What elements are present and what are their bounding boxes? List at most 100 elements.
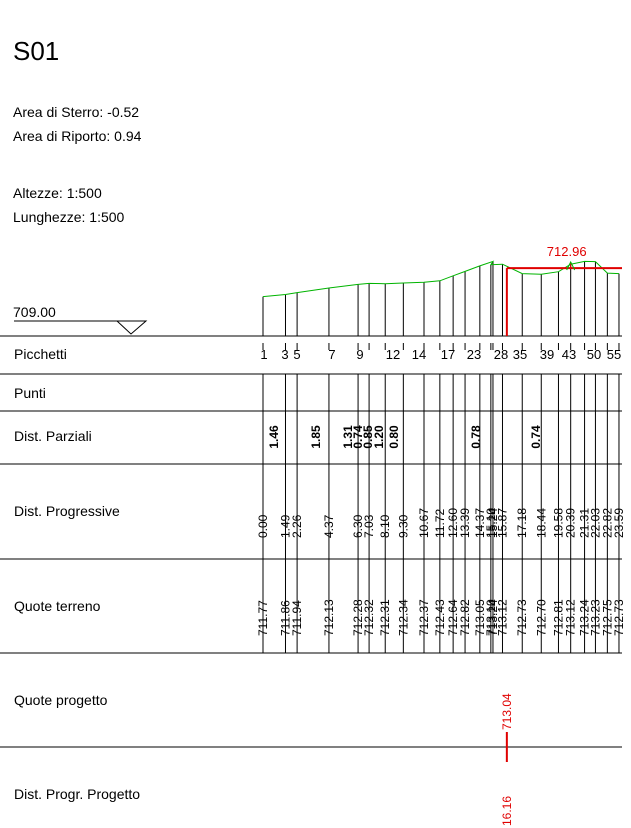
dist-progressiva-label: 4.37 — [322, 514, 336, 538]
picchetto-label: 12 — [386, 347, 400, 362]
picchetto-label: 14 — [412, 347, 426, 362]
dist-progressiva-label: 0.00 — [256, 514, 270, 538]
picchetto-label: 17 — [441, 347, 455, 362]
row-label-picchetti: Picchetti — [14, 346, 67, 362]
quota-terreno-label: 713.24 — [486, 599, 500, 636]
dist-parziali-labels: 1.46 1.85 1.310.740.851.20 0.80 0.78 0.74 — [267, 425, 543, 449]
quota-terreno-label: 711.86 — [278, 600, 292, 636]
quota-terreno-label: 711.94 — [290, 600, 304, 636]
quota-terreno-label: 713.12 — [495, 599, 509, 636]
dist-progressiva-label: 15.87 — [495, 508, 509, 538]
dist-progressiva-label: 6.30 — [351, 514, 365, 538]
dist-progressiva-label: 23.59 — [612, 508, 626, 538]
row-label-quote-terreno: Quote terreno — [14, 598, 101, 614]
picchetto-label: 1 — [260, 347, 267, 362]
dist-progr-progetto-label: 16.16 — [500, 796, 514, 826]
picchetto-label: 3 — [281, 347, 288, 362]
dist-progressiva-label: 12.60 — [446, 508, 460, 538]
design-top-label: 712.96 — [547, 244, 587, 259]
quota-terreno-label: 712.32 — [362, 599, 376, 636]
dist-progressiva-label: 17.18 — [515, 508, 529, 538]
dist-parziale-label: 1.85 — [309, 425, 323, 449]
table-grid — [0, 335, 622, 748]
picchetto-label: 39 — [540, 347, 554, 362]
quota-terreno-label: 712.28 — [351, 599, 365, 636]
datum-label: 709.00 — [13, 304, 56, 320]
dist-progressiva-label: 21.31 — [578, 508, 592, 538]
picchetti-labels: 1 3 5 7 9 12 14 17 23 28 35 39 43 50 55 — [260, 347, 621, 362]
quota-terreno-label: 713.10 — [484, 599, 498, 636]
row-label-dist-parziali: Dist. Parziali — [14, 428, 92, 444]
area-riporto: Area di Riporto: 0.94 — [13, 128, 142, 144]
dist-progressiva-label: 2.26 — [290, 514, 304, 538]
ground-line — [262, 260, 620, 298]
dist-progressiva-label: 14.37 — [473, 508, 487, 538]
dist-parziale-label: 0.74 — [529, 425, 543, 449]
station-ticks — [262, 261, 620, 653]
quota-terreno-label: 712.13 — [322, 599, 336, 636]
dist-progressiva-label: 20.39 — [564, 508, 578, 538]
quota-terreno-label: 712.43 — [433, 599, 447, 636]
quota-terreno-label: 712.82 — [458, 599, 472, 636]
scale-altezze: Altezze: 1:500 — [13, 185, 102, 201]
dist-progressiva-label: 15.24 — [486, 508, 500, 538]
dist-parziale-label: 0.74 — [351, 425, 365, 449]
quota-terreno-label: 712.75 — [600, 599, 614, 636]
quota-terreno-label: 712.37 — [417, 599, 431, 636]
quota-terreno-label: 712.81 — [551, 599, 565, 636]
dist-progressiva-label: 7.03 — [362, 514, 376, 538]
row-label-punti: Punti — [14, 385, 46, 401]
scale-lunghezze: Lunghezze: 1:500 — [13, 209, 125, 225]
picchetto-label: 43 — [562, 347, 576, 362]
dist-progressiva-label: 1.49 — [278, 514, 292, 538]
row-label-quote-progetto: Quote progetto — [14, 692, 108, 708]
quota-terreno-label: 713.24 — [578, 599, 592, 636]
picchetto-label: 28 — [494, 347, 508, 362]
quota-progetto-label: 713.04 — [500, 693, 514, 730]
quota-terreno-label: 712.73 — [612, 599, 626, 636]
picchetto-label: 7 — [328, 347, 335, 362]
dist-parziale-label: 1.20 — [372, 425, 386, 449]
area-sterro: Area di Sterro: -0.52 — [13, 104, 140, 120]
quota-terreno-label: 712.31 — [378, 599, 392, 636]
quota-terreno-label: 711.77 — [256, 600, 270, 636]
row-label-dist-progressive: Dist. Progressive — [14, 503, 120, 519]
quota-terreno-label: 713.23 — [588, 599, 602, 636]
row-label-dist-progr-progetto: Dist. Progr. Progetto — [14, 786, 141, 802]
ground-profile — [262, 260, 620, 298]
dist-parziale-label: 0.80 — [387, 425, 401, 449]
dist-parziale-label: 0.85 — [361, 425, 375, 449]
picchetto-label: 55 — [607, 347, 621, 362]
dist-progressiva-label: 22.03 — [588, 508, 602, 538]
section-title: S01 — [13, 36, 60, 66]
datum-triangle-icon — [115, 320, 148, 335]
dist-parziale-label: 1.46 — [267, 425, 281, 449]
picchetto-label: 5 — [293, 347, 300, 362]
picchetto-label: 9 — [356, 347, 363, 362]
dist-progressiva-label: 22.82 — [600, 508, 614, 538]
dist-progressiva-label: 13.39 — [458, 508, 472, 538]
design-profile: 712.96 — [505, 244, 622, 336]
dist-progressiva-label: 9.30 — [396, 514, 410, 538]
dist-progressive-labels: 0.00 1.492.26 4.37 6.307.03 8.10 9.30 10.67 11.… — [256, 508, 626, 538]
picchetto-label: 23 — [467, 347, 481, 362]
up-arrow-icon — [566, 260, 576, 271]
quota-terreno-label: 713.12 — [564, 599, 578, 636]
progetto-labels: 713.04 16.16 — [500, 693, 514, 826]
quota-terreno-label: 712.34 — [396, 599, 410, 636]
dist-progressiva-label: 11.72 — [433, 509, 447, 538]
picchetto-label: 50 — [587, 347, 601, 362]
quota-terreno-label: 713.05 — [473, 599, 487, 636]
dist-progressiva-label: 15.10 — [484, 508, 498, 538]
dist-progressiva-label: 8.10 — [378, 514, 392, 538]
dist-progressiva-label: 10.67 — [417, 508, 431, 538]
quota-terreno-label: 712.64 — [446, 599, 460, 636]
quota-terreno-label: 712.70 — [534, 599, 548, 636]
dist-progressiva-label: 19.58 — [551, 508, 565, 538]
picchetto-label: 35 — [513, 347, 527, 362]
dist-parziale-label: 1.31 — [341, 425, 355, 449]
dist-parziale-label: 0.78 — [469, 425, 483, 449]
dist-progressiva-label: 18.44 — [534, 508, 548, 538]
